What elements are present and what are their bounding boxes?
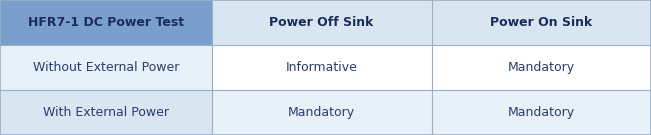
Bar <box>432 45 651 90</box>
Bar <box>432 90 651 135</box>
Bar <box>0 90 212 135</box>
Bar <box>432 0 651 45</box>
Bar <box>0 0 212 45</box>
Text: Mandatory: Mandatory <box>508 106 575 119</box>
Bar <box>212 90 432 135</box>
Text: Mandatory: Mandatory <box>508 61 575 74</box>
Text: Informative: Informative <box>286 61 357 74</box>
Text: Without External Power: Without External Power <box>33 61 179 74</box>
Bar <box>0 45 212 90</box>
Text: Power Off Sink: Power Off Sink <box>270 16 374 29</box>
Text: Mandatory: Mandatory <box>288 106 355 119</box>
Text: Power On Sink: Power On Sink <box>490 16 592 29</box>
Text: HFR7-1 DC Power Test: HFR7-1 DC Power Test <box>28 16 184 29</box>
Bar <box>212 0 432 45</box>
Text: With External Power: With External Power <box>43 106 169 119</box>
Bar <box>212 45 432 90</box>
